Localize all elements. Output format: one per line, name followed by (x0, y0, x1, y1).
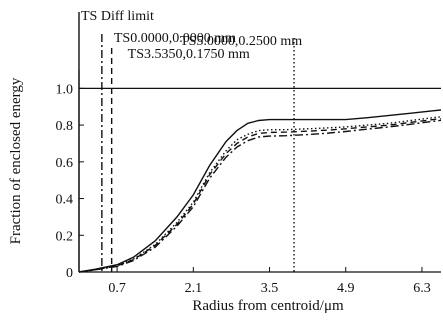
series-line-dotted (78, 116, 442, 273)
y-tick-label-0: 0 (66, 266, 73, 281)
x-tick-label-3: 4.9 (337, 281, 355, 296)
y-tick-label-4: 0.8 (56, 119, 74, 134)
x-tick-label-2: 3.5 (261, 281, 279, 296)
y-tick-label-2: 0.4 (56, 193, 74, 208)
axes: 0 0.2 0.4 0.6 0.8 1.0 0.7 2.1 3.5 4.9 6.3 Radius fr… (8, 70, 441, 314)
y-tick-label-3: 0.6 (56, 156, 74, 171)
series-line-dashed (78, 118, 442, 273)
series-line-solid (78, 109, 442, 273)
x-tick-label-1: 2.1 (185, 281, 203, 296)
annotation-label-3: TS3.5350,0.1750 mm (128, 47, 250, 62)
x-tick-label-4: 6.3 (413, 281, 431, 296)
y-axis-title: Fraction of enclosed energy (8, 77, 24, 244)
annotation-label-4: TS5.0000,0.2500 mm (180, 34, 302, 49)
y-tick-label-1: 0.2 (56, 229, 74, 244)
plot-marks: TS Diff limit TS0.0000,0.0000 mmTS3.5350,… (78, 9, 442, 273)
y-tick-label-5: 1.0 (56, 82, 74, 97)
annotation-label-2: TS0.0000,0.0000 mm (114, 31, 236, 46)
x-tick-label-0: 0.7 (108, 281, 126, 296)
annotation-label-1: TS Diff limit (81, 9, 154, 24)
x-axis-title: Radius from centroid/μm (192, 298, 344, 314)
series-line-dashdot (78, 119, 442, 273)
